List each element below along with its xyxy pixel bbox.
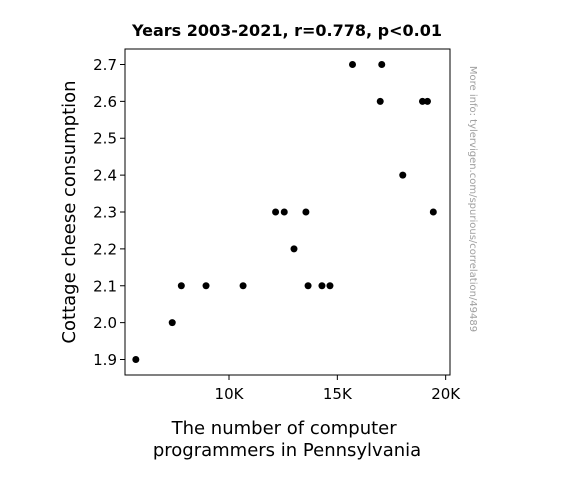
data-point	[168, 319, 176, 327]
x-axis-label-line-1: The number of computer	[171, 418, 398, 439]
y-tick-label: 2.2	[93, 240, 117, 258]
data-point	[418, 97, 426, 105]
x-axis: 10K 15K 20K	[215, 375, 461, 403]
x-tick-label: 10K	[215, 385, 245, 403]
x-axis-label-line-2: programmers in Pennsylvania	[153, 440, 421, 461]
data-point	[423, 97, 431, 105]
data-point	[280, 208, 288, 216]
data-point	[349, 60, 356, 68]
data-point	[239, 282, 247, 290]
y-tick-label: 2.3	[93, 204, 117, 222]
data-point	[429, 208, 437, 216]
data-point	[304, 282, 312, 290]
chart-title: Years 2003-2021, r=0.778, p<0.01	[131, 21, 442, 40]
data-point	[290, 245, 298, 253]
data-point	[177, 282, 185, 290]
x-tick-label: 20K	[431, 385, 461, 403]
data-point	[132, 356, 140, 364]
y-tick-label: 2.6	[93, 93, 117, 111]
data-point	[202, 282, 210, 290]
y-tick-label: 2.4	[93, 167, 117, 185]
data-point	[302, 208, 310, 216]
data-point	[272, 208, 280, 216]
data-point	[399, 171, 407, 179]
y-tick-label: 2.5	[93, 130, 117, 148]
watermark-text: More info: tylervigen.com/spurious/corre…	[467, 66, 478, 332]
y-tick-label: 1.9	[93, 351, 117, 369]
data-point	[318, 282, 326, 290]
data-point	[326, 282, 334, 290]
y-axis-label: Cottage cheese consumption	[59, 80, 80, 343]
x-tick-label: 15K	[323, 385, 353, 403]
y-tick-label: 2.0	[93, 314, 117, 332]
y-tick-label: 2.7	[93, 56, 117, 74]
y-axis: 1.9 2.0 2.1 2.2 2.3 2.4 2.5 2.6 2.7	[93, 56, 125, 369]
data-point	[378, 60, 386, 68]
y-tick-label: 2.1	[93, 277, 117, 295]
data-points	[132, 60, 437, 364]
data-point	[376, 97, 384, 105]
x-axis-label: The number of computer programmers in Pe…	[153, 418, 421, 461]
